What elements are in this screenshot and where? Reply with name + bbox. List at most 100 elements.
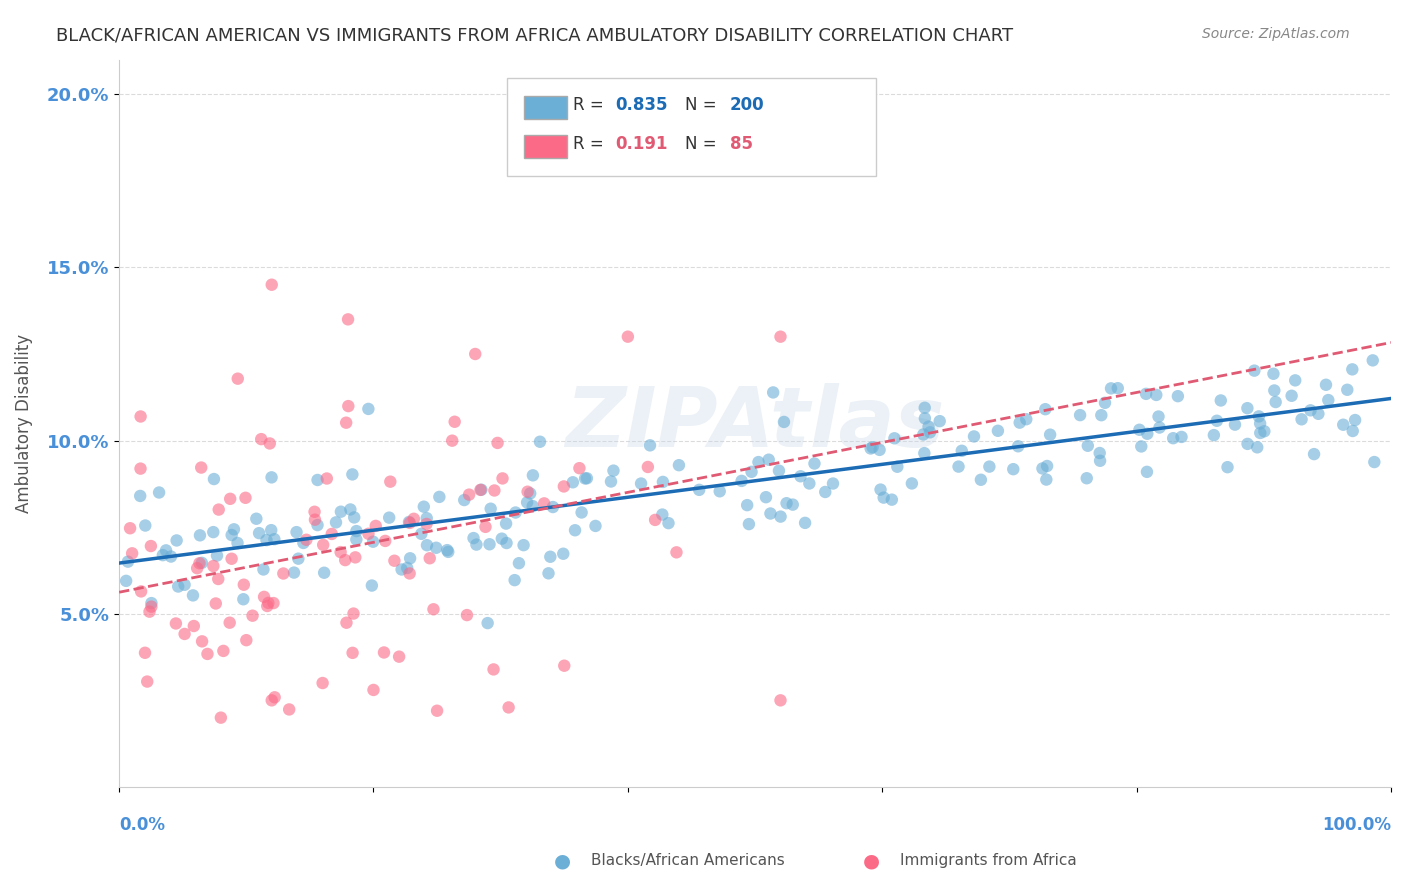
Point [374, 533, 396, 548]
Point [312, 538, 335, 552]
Point [337, 312, 360, 326]
Point [630, 476, 652, 491]
Point [363, 682, 385, 697]
Point [1341, 362, 1364, 376]
Point [484, 483, 506, 498]
Point [600, 475, 623, 489]
Point [1015, 412, 1038, 426]
Point [141, 599, 163, 614]
Point [482, 662, 505, 676]
Point [1331, 417, 1354, 432]
Point [335, 553, 357, 567]
Point [364, 519, 387, 533]
Point [1362, 455, 1385, 469]
Point [173, 578, 195, 592]
Point [1249, 425, 1271, 440]
Point [665, 545, 688, 559]
Point [862, 440, 884, 454]
Point [918, 425, 941, 440]
Text: 200: 200 [730, 96, 765, 114]
Point [1144, 388, 1167, 402]
Point [259, 436, 281, 450]
Text: N =: N = [685, 96, 721, 114]
Point [948, 459, 970, 474]
Point [208, 502, 231, 516]
Point [221, 528, 243, 542]
Point [425, 541, 447, 555]
Point [773, 415, 796, 429]
Point [553, 658, 575, 673]
Point [553, 479, 575, 493]
Point [465, 538, 488, 552]
Point [464, 347, 486, 361]
Point [775, 496, 797, 510]
Point [762, 385, 785, 400]
Point [207, 572, 229, 586]
Point [688, 483, 710, 497]
Text: ZIPAtlas: ZIPAtlas [565, 383, 945, 464]
Point [399, 551, 422, 566]
Point [522, 468, 544, 483]
Point [458, 488, 481, 502]
Point [1249, 417, 1271, 431]
Point [1202, 428, 1225, 442]
Point [928, 414, 950, 428]
Point [218, 615, 240, 630]
Point [512, 538, 534, 552]
Point [709, 484, 731, 499]
Point [963, 429, 986, 443]
Point [1170, 430, 1192, 444]
Point [741, 465, 763, 479]
Point [1209, 393, 1232, 408]
Point [651, 508, 673, 522]
Point [396, 561, 419, 575]
Point [814, 485, 837, 500]
Point [398, 566, 420, 581]
Point [574, 471, 596, 485]
Point [263, 532, 285, 546]
Point [235, 491, 257, 505]
Point [411, 526, 433, 541]
Point [321, 527, 343, 541]
Point [181, 588, 204, 602]
Point [541, 500, 564, 514]
Point [307, 473, 329, 487]
Point [191, 634, 214, 648]
Point [1031, 461, 1053, 475]
Point [917, 419, 939, 434]
Point [735, 498, 758, 512]
Point [342, 467, 364, 482]
FancyBboxPatch shape [508, 78, 876, 176]
Point [252, 562, 274, 576]
Point [311, 676, 333, 690]
Point [129, 461, 152, 475]
Point [1253, 424, 1275, 438]
Point [226, 536, 249, 550]
Point [821, 476, 844, 491]
Point [173, 627, 195, 641]
Point [339, 502, 361, 516]
Point [344, 550, 367, 565]
Point [202, 525, 225, 540]
Point [803, 457, 825, 471]
Point [1036, 458, 1059, 473]
Point [263, 596, 285, 610]
Point [505, 506, 527, 520]
Point [441, 434, 464, 448]
Point [250, 432, 273, 446]
Point [1107, 381, 1129, 395]
Point [373, 645, 395, 659]
Point [188, 556, 211, 570]
Point [1236, 401, 1258, 416]
Point [1223, 417, 1246, 432]
Point [987, 424, 1010, 438]
Point [470, 483, 492, 497]
Point [437, 545, 460, 559]
Point [869, 442, 891, 457]
Point [859, 442, 882, 456]
Point [1247, 409, 1270, 424]
Text: ●: ● [863, 851, 880, 871]
Text: 0.191: 0.191 [616, 135, 668, 153]
Point [427, 490, 450, 504]
Point [1128, 423, 1150, 437]
